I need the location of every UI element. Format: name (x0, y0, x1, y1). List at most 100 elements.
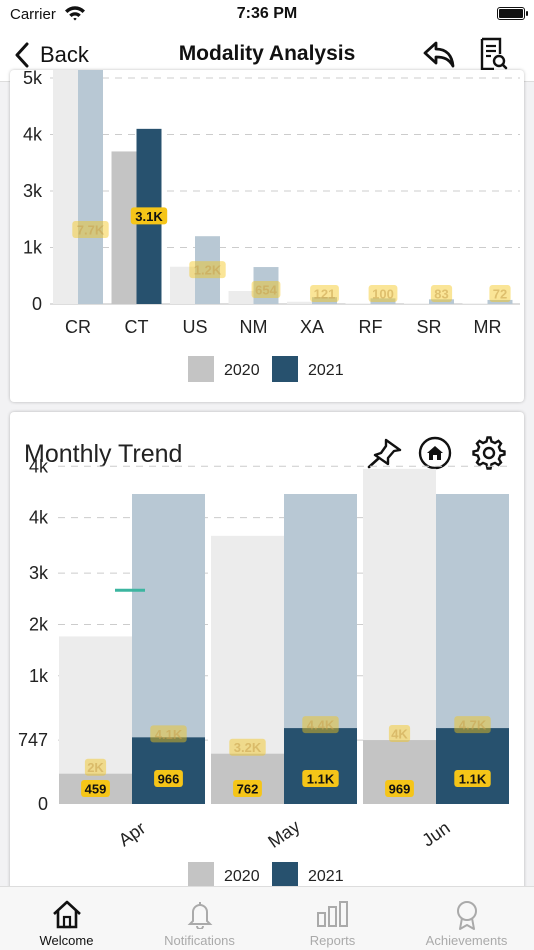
value-label-2020-Jun: 969 (389, 782, 411, 797)
modality-chart-card: 0 1k 3k 4k 5k 7.7K CR 3.1K CT 1.2K US 654 NM 121 XA 100… (10, 64, 524, 402)
bar-2020-MR (462, 303, 488, 304)
status-bar: Carrier 7:36 PM (0, 0, 534, 30)
chevron-left-icon (15, 42, 29, 68)
bar-2021-Jun (436, 728, 509, 804)
y-tick-label: 4k (23, 125, 43, 145)
y-tick-label: 1k (29, 666, 49, 686)
home-circle-icon (418, 436, 452, 470)
bar-2020-US (170, 266, 195, 304)
bar-2020-Jun (363, 740, 436, 804)
bar-chart-icon (315, 899, 351, 934)
total-label-2021-Apr: 4.1K (155, 727, 183, 742)
legend-label-2021: 2021 (308, 362, 344, 379)
value-label-NM-bg (251, 281, 281, 298)
back-label: Back (40, 42, 89, 67)
value-label-XA: 121 (314, 287, 336, 302)
x-tick-label: SR (416, 317, 441, 337)
value-label-2020-Jun-bg (385, 780, 414, 797)
bar-2020-CT (111, 151, 137, 304)
y-tick-label: 1k (23, 238, 43, 258)
back-button[interactable]: Back (14, 40, 89, 70)
value-label-SR: 83 (434, 287, 448, 302)
y-tick-label: 3k (23, 181, 43, 201)
tab-achievements[interactable]: Achievements (400, 887, 533, 950)
bar-2020-May (211, 753, 284, 804)
total-label-2021-May-bg (302, 716, 339, 734)
pin-icon (367, 438, 402, 469)
y-tick-label: 3k (29, 563, 49, 583)
bar-2021-SR (429, 299, 454, 304)
y-tick-label: 747 (18, 730, 48, 750)
x-tick-label: May (264, 816, 303, 852)
total-label-2020-May-bg (229, 738, 266, 756)
tab-bar: Welcome Notifications Reports Achievemen… (0, 886, 534, 950)
bar-2021-RF (370, 298, 396, 304)
bar-2020-Apr (59, 773, 132, 804)
total-label-2021-May: 4.4K (307, 718, 335, 733)
bar-2021-Apr (132, 737, 205, 804)
modality-bar-chart: 0 1k 3k 4k 5k 7.7K CR 3.1K CT 1.2K US 654 NM 121 XA 100… (23, 64, 520, 382)
x-tick-label: Apr (115, 818, 149, 850)
y-tick-label: 5k (23, 70, 43, 88)
bar-2020-NM (228, 291, 254, 304)
value-label-CT: 3.1K (135, 209, 163, 224)
bar-2021-MR (487, 299, 513, 304)
value-label-2020-Apr-bg (81, 780, 110, 797)
bar-2021-NM (253, 267, 279, 304)
value-label-2021-Apr-bg (154, 770, 183, 787)
value-label-2020-Apr: 459 (85, 782, 107, 797)
tab-achievements-label: Achievements (425, 933, 508, 948)
x-tick-label: CR (65, 317, 91, 337)
tab-welcome[interactable]: Welcome (0, 887, 133, 950)
bar-2020-XA (287, 301, 312, 304)
x-tick-label: US (182, 317, 207, 337)
x-tick-label: Jun (418, 817, 453, 850)
x-tick-label: NM (240, 317, 268, 337)
bar-2021-XA (312, 297, 337, 304)
monthly-trend-title: Monthly Trend (24, 440, 183, 468)
tab-reports[interactable]: Reports (266, 887, 399, 950)
legend-label-2021: 2021 (308, 868, 344, 885)
value-label-CT-bg (130, 207, 168, 225)
x-tick-label: MR (474, 317, 502, 337)
total-label-2020-Apr-bg (84, 758, 107, 776)
y-tick-label: 4k (29, 508, 49, 528)
value-label-MR: 72 (493, 287, 507, 302)
value-label-SR-bg (430, 285, 453, 302)
bar-2021-total-Jun (436, 494, 509, 804)
total-label-2021-Jun-bg (454, 716, 491, 734)
tab-welcome-label: Welcome (39, 933, 94, 948)
value-label-2020-May-bg (233, 780, 262, 797)
report-search-button[interactable] (478, 36, 508, 77)
y-tick-label: 0 (32, 294, 42, 314)
pin-button[interactable] (366, 436, 404, 475)
total-label-2020-May: 3.2K (234, 740, 262, 755)
value-label-RF-bg (368, 285, 398, 302)
legend-swatch-2020 (188, 356, 214, 382)
total-label-2020-Jun-bg (388, 725, 411, 743)
y-tick-label: 2k (29, 614, 49, 634)
bell-icon (185, 899, 215, 934)
bar-2021-US (195, 236, 220, 304)
x-tick-label: CT (125, 317, 149, 337)
battery-icon (497, 7, 528, 20)
home-button[interactable] (418, 436, 452, 475)
tab-notifications[interactable]: Notifications (133, 887, 266, 950)
tab-notifications-label: Notifications (164, 933, 235, 948)
monthly-trend-chart: 07471k2k3k4k4k2K4.1K459966Apr3.2K4.4K762… (18, 456, 512, 888)
reply-button[interactable] (422, 39, 456, 74)
status-time: 7:36 PM (236, 5, 298, 22)
legend-label-2020: 2020 (224, 868, 260, 885)
total-label-2020-Apr: 2K (87, 760, 104, 775)
settings-button[interactable] (472, 436, 506, 475)
home-icon (51, 899, 83, 934)
bar-2020-SR (404, 303, 429, 304)
value-label-2021-Apr: 966 (158, 772, 180, 787)
bar-2021-CR (78, 64, 103, 304)
legend-swatch-2021 (272, 862, 298, 888)
bar-2021-total-May (284, 494, 357, 804)
tab-reports-label: Reports (309, 933, 356, 948)
legend-swatch-2020 (188, 862, 214, 888)
value-label-2021-May-bg (302, 770, 339, 787)
value-label-US-bg (189, 261, 226, 279)
